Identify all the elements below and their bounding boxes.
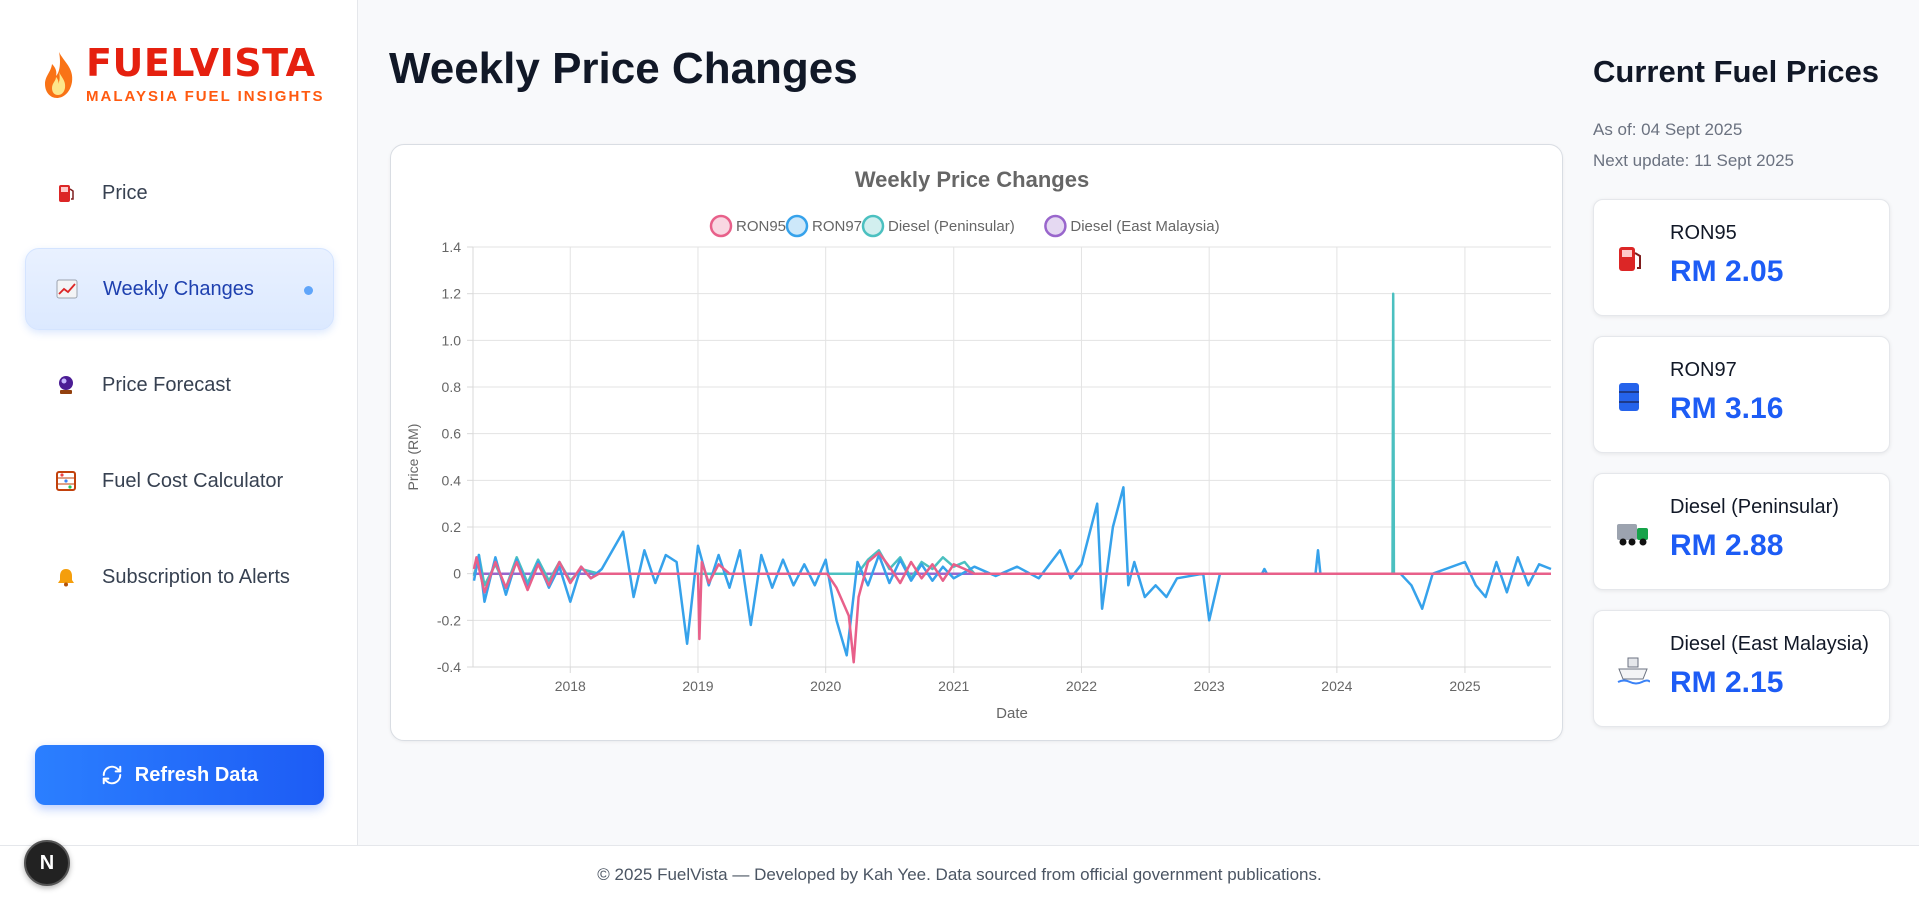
flame-icon <box>45 52 73 98</box>
fuel-pump-icon <box>1616 244 1646 274</box>
current-prices-title: Current Fuel Prices <box>1593 54 1879 89</box>
y-tick-label: 0 <box>453 566 461 582</box>
brand-subtitle: MALAYSIA FUEL INSIGHTS <box>86 88 325 105</box>
chart-title: Weekly Price Changes <box>855 167 1089 192</box>
sidebar-item-fuel-cost-calculator[interactable]: Fuel Cost Calculator <box>25 440 334 522</box>
y-tick-label: 0.2 <box>442 519 462 535</box>
x-tick-label: 2021 <box>938 678 969 694</box>
sidebar-item-price[interactable]: Price <box>25 152 334 234</box>
fuel-price: RM 2.05 <box>1670 255 1784 288</box>
series-line-ron95 <box>472 551 1551 664</box>
footer: © 2025 FuelVista — Developed by Kah Yee.… <box>0 845 1919 903</box>
x-tick-label: 2020 <box>810 678 841 694</box>
sidebar-nav: Price Weekly Changes Price Forecast Fuel… <box>25 152 334 632</box>
x-tick-label: 2022 <box>1066 678 1097 694</box>
refresh-icon <box>102 765 122 785</box>
y-tick-label: 1.2 <box>442 286 462 302</box>
ship-icon <box>1616 655 1651 685</box>
sidebar-item-label: Price Forecast <box>102 373 231 396</box>
crystal-ball-icon <box>55 374 77 396</box>
dev-tools-badge[interactable]: N <box>24 840 70 886</box>
fuel-name: Diesel (Peninsular) <box>1670 496 1839 518</box>
sidebar-item-weekly-changes[interactable]: Weekly Changes <box>25 248 334 330</box>
legend-swatch <box>861 214 885 238</box>
y-tick-label: 1.0 <box>442 332 462 348</box>
sidebar: FUELVISTA MALAYSIA FUEL INSIGHTS Price W… <box>0 0 358 845</box>
next-update-date: Next update: 11 Sept 2025 <box>1593 151 1795 170</box>
legend-label: Diesel (East Malaysia) <box>1070 218 1219 235</box>
y-tick-label: 0.4 <box>442 472 462 488</box>
brand-logo[interactable]: FUELVISTA MALAYSIA FUEL INSIGHTS <box>42 42 324 105</box>
series-line-diesel-peninsular- <box>472 292 1551 589</box>
sidebar-item-label: Weekly Changes <box>103 277 254 300</box>
x-tick-label: 2024 <box>1321 678 1352 694</box>
active-indicator <box>304 286 313 295</box>
x-tick-label: 2018 <box>555 678 586 694</box>
fuel-name: Diesel (East Malaysia) <box>1670 633 1869 655</box>
fuel-pump-icon <box>55 182 77 204</box>
legend-swatch <box>785 214 809 238</box>
sidebar-item-label: Price <box>102 181 148 204</box>
refresh-data-button[interactable]: Refresh Data <box>35 745 324 805</box>
as-of-date: As of: 04 Sept 2025 <box>1593 120 1743 139</box>
legend-label: RON97 <box>812 218 862 235</box>
brand-title: FUELVISTA <box>86 41 316 85</box>
y-axis-label: Price (RM) <box>405 424 421 491</box>
sidebar-item-price-forecast[interactable]: Price Forecast <box>25 344 334 426</box>
price-card-diesel-peninsular: Diesel (Peninsular) RM 2.88 <box>1593 473 1890 590</box>
weekly-price-chart: Weekly Price Changes RON95 RON97 Diesel (Pe… <box>405 167 1552 722</box>
x-tick-label: 2019 <box>682 678 713 694</box>
price-card-ron97: RON97 RM 3.16 <box>1593 336 1890 453</box>
chart-card: Weekly Price Changes RON95 RON97 Diesel (Pe… <box>390 144 1563 741</box>
series-line-ron97 <box>472 486 1552 657</box>
sidebar-item-label: Subscription to Alerts <box>102 565 290 588</box>
sidebar-item-subscription-alerts[interactable]: Subscription to Alerts <box>25 536 334 618</box>
legend-label: Diesel (Peninsular) <box>888 218 1015 235</box>
fuel-price: RM 2.15 <box>1670 666 1784 699</box>
page-title: Weekly Price Changes <box>389 44 858 93</box>
y-tick-label: -0.4 <box>437 659 461 675</box>
legend-swatch <box>1044 214 1067 238</box>
y-tick-label: 1.4 <box>442 239 462 255</box>
y-tick-label: -0.2 <box>437 612 461 628</box>
y-tick-label: 0.6 <box>442 426 462 442</box>
fuel-name: RON97 <box>1670 359 1737 381</box>
bell-icon <box>55 566 77 588</box>
y-tick-label: 0.8 <box>442 379 462 395</box>
x-tick-label: 2025 <box>1449 678 1480 694</box>
price-card-ron95: RON95 RM 2.05 <box>1593 199 1890 316</box>
x-axis-label: Date <box>996 705 1028 722</box>
fuel-price: RM 3.16 <box>1670 392 1784 425</box>
chart-increasing-icon <box>56 278 78 300</box>
truck-icon <box>1616 518 1648 548</box>
sidebar-item-label: Fuel Cost Calculator <box>102 469 284 492</box>
oil-drum-icon <box>1616 381 1646 411</box>
x-tick-label: 2023 <box>1194 678 1225 694</box>
legend-swatch <box>709 214 733 238</box>
fuel-name: RON95 <box>1670 222 1737 244</box>
refresh-data-label: Refresh Data <box>134 763 259 786</box>
price-card-diesel-east-malaysia: Diesel (East Malaysia) RM 2.15 <box>1593 610 1890 727</box>
legend-label: RON95 <box>736 218 786 235</box>
fuel-price: RM 2.88 <box>1670 529 1784 562</box>
abacus-icon <box>55 470 77 492</box>
